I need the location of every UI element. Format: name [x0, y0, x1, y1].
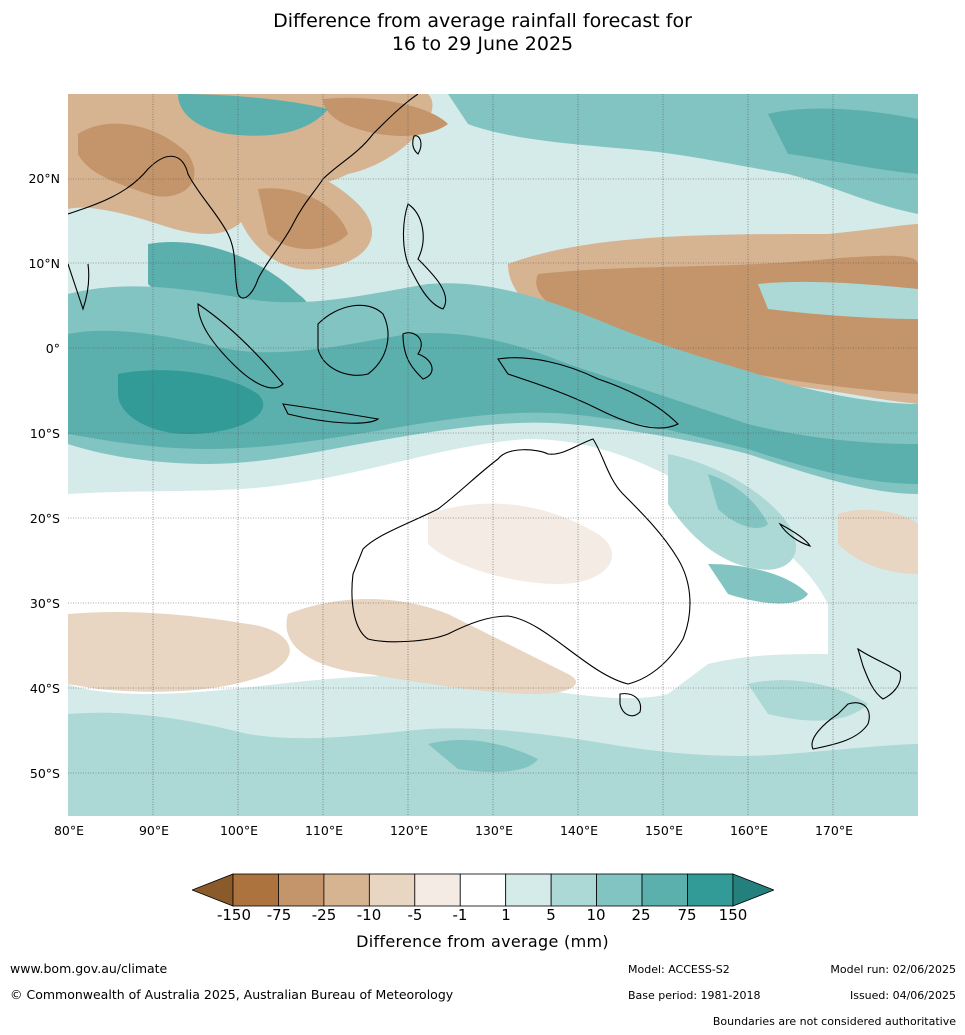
colorbar-tick: 150: [718, 906, 748, 924]
lat-label-10n: 10°N: [28, 256, 60, 271]
dry-anomaly-region-pacific: [508, 224, 918, 404]
colorbar-tick: -1: [452, 906, 468, 924]
borneo-coastline: [317, 304, 389, 376]
colorbar-swatch: [596, 873, 643, 907]
lat-label-20s: 20°S: [29, 511, 60, 526]
sumatra-coastline: [197, 302, 284, 389]
colorbar-tick: 10: [586, 906, 606, 924]
tasmania-coastline: [619, 693, 642, 717]
new-zealand-north-coastline: [857, 647, 902, 700]
map-svg: [68, 94, 918, 816]
coastlines: [68, 94, 902, 750]
colorbar-tick: 25: [631, 906, 651, 924]
colorbar-swatch: [459, 873, 507, 907]
taiwan-coastline: [412, 135, 422, 155]
colorbar-tick: -150: [216, 906, 252, 924]
lon-label-150e: 150°E: [644, 823, 683, 838]
title-line-1: Difference from average rainfall forecas…: [273, 10, 692, 32]
java-coastline: [282, 403, 380, 424]
dry-anomaly-region-asia: [68, 94, 448, 270]
rainfall-anomaly-map: [68, 94, 918, 816]
colorbar-tick: 75: [677, 906, 697, 924]
new-guinea-coastline: [497, 357, 679, 429]
new-caledonia-coastline: [778, 522, 812, 547]
lat-label-30s: 30°S: [29, 596, 60, 611]
colorbar-swatch: [232, 873, 279, 907]
colorbar-title: Difference from average (mm): [356, 932, 609, 951]
lon-label-160e: 160°E: [729, 823, 768, 838]
footer-url: www.bom.gov.au/climate: [10, 961, 168, 976]
lon-label-90e: 90°E: [138, 823, 170, 838]
lat-label-20n: 20°N: [28, 171, 60, 186]
colorbar-swatch: [641, 873, 688, 907]
colorbar-tick: 1: [501, 906, 511, 924]
lat-label-50s: 50°S: [29, 766, 60, 781]
footer-base-period: Base period: 1981-2018: [628, 989, 761, 1002]
footer-model: Model: ACCESS-S2: [628, 963, 730, 976]
colorbar: [190, 873, 776, 911]
lon-label-110e: 110°E: [304, 823, 343, 838]
colorbar-swatch: [687, 873, 734, 907]
lat-label-40s: 40°S: [29, 681, 60, 696]
lon-label-120e: 120°E: [389, 823, 428, 838]
lon-label-170e: 170°E: [814, 823, 853, 838]
colorbar-swatch: [278, 873, 325, 907]
sulawesi-coastline: [402, 332, 433, 380]
colorbar-swatch: [368, 873, 416, 907]
colorbar-swatch: [550, 873, 597, 907]
lon-label-140e: 140°E: [559, 823, 598, 838]
colorbar-tick: -5: [407, 906, 423, 924]
southern-region: [68, 439, 918, 816]
colorbar-swatch: [323, 873, 370, 907]
chart-title: Difference from average rainfall forecas…: [0, 10, 965, 56]
colorbar-swatch: [414, 873, 461, 907]
lat-label-0: 0°: [45, 341, 60, 356]
footer-copyright: © Commonwealth of Australia 2025, Austra…: [10, 987, 454, 1002]
colorbar-arrow-high: [732, 873, 776, 907]
lon-label-130e: 130°E: [474, 823, 513, 838]
colorbar-arrow-low: [190, 873, 234, 907]
footer-model-run: Model run: 02/06/2025: [830, 963, 956, 976]
footer-disclaimer: Boundaries are not considered authoritat…: [712, 1015, 956, 1028]
title-line-2: 16 to 29 June 2025: [391, 33, 574, 55]
colorbar-tick: -75: [266, 906, 292, 924]
colorbar-tick: 5: [546, 906, 556, 924]
new-zealand-south-coastline: [811, 702, 870, 750]
lat-label-10s: 10°S: [29, 426, 60, 441]
colorbar-tick: -10: [356, 906, 382, 924]
graticule: [68, 94, 918, 816]
colorbar-tick: -25: [311, 906, 337, 924]
asia-mainland-coastline: [68, 94, 419, 299]
colorbar-swatch: [505, 873, 552, 907]
australia-coastline: [351, 438, 691, 685]
lon-label-100e: 100°E: [219, 823, 258, 838]
footer-issued: Issued: 04/06/2025: [849, 989, 956, 1002]
colorbar-svg: [190, 873, 776, 907]
india-coastline: [68, 263, 90, 311]
philippines-coastline: [402, 203, 447, 310]
lon-label-80e: 80°E: [53, 823, 85, 838]
